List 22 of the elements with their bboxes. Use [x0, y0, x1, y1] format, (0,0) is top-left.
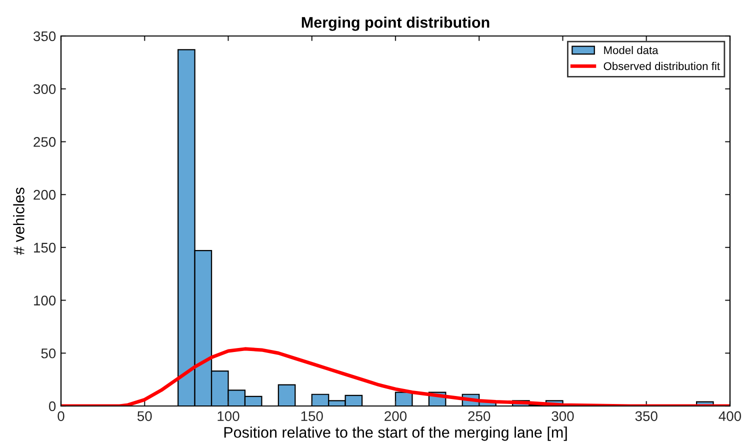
x-tick-label: 300 — [552, 411, 574, 422]
y-axis-title: # vehicles — [13, 188, 24, 255]
x-axis-title: Position relative to the start of the merging lane [m] — [224, 426, 567, 441]
x-tick-label: 250 — [468, 411, 490, 422]
legend-label: Observed distribution fit — [604, 62, 720, 70]
x-tick-label: 150 — [301, 411, 323, 422]
y-tick-label: 250 — [34, 137, 56, 147]
y-tick-label: 150 — [34, 242, 56, 253]
legend-label: Model data — [604, 46, 658, 54]
x-tick-label: 100 — [218, 411, 240, 422]
y-tick-label: 100 — [34, 296, 56, 306]
chart-title: Merging point distribution — [302, 16, 490, 31]
x-tick-label: 400 — [718, 411, 742, 422]
y-tick-label: 300 — [34, 84, 56, 94]
y-tick-label: 350 — [34, 31, 56, 42]
y-tick-label: 50 — [41, 348, 56, 358]
x-tick-label: 200 — [384, 411, 407, 422]
x-tick-label: 350 — [635, 411, 658, 422]
x-tick-label: 0 — [58, 411, 64, 422]
y-tick-label: 0 — [48, 401, 56, 412]
x-tick-label: 50 — [137, 411, 152, 422]
y-tick-label: 200 — [34, 190, 56, 200]
